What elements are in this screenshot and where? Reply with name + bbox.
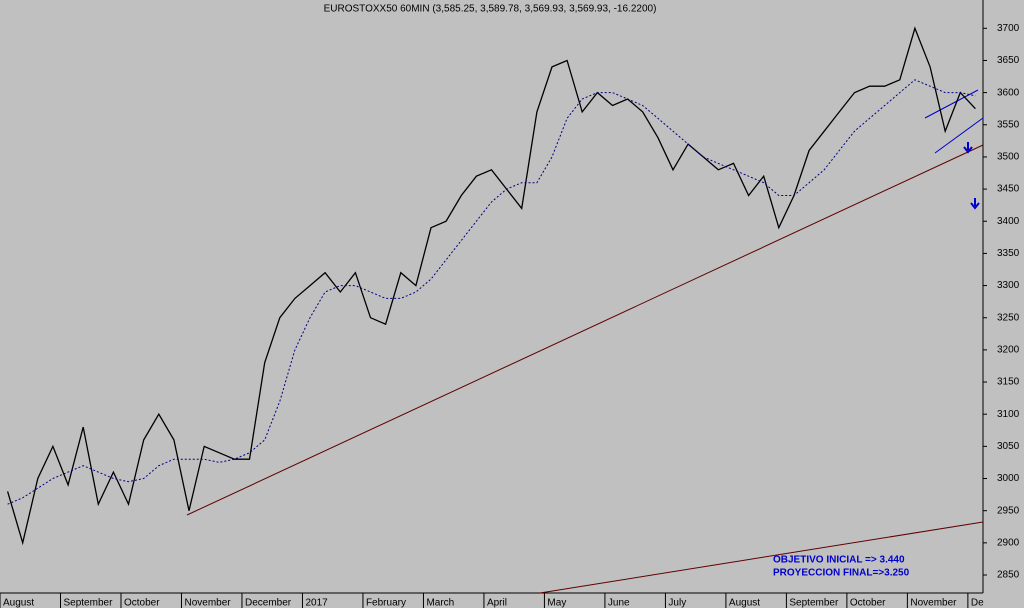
x-tick-label: September xyxy=(789,598,839,608)
x-tick-label: September xyxy=(63,598,113,608)
x-tick-label: May xyxy=(547,598,566,608)
y-tick-label: 3350 xyxy=(997,248,1020,259)
price-line xyxy=(7,79,976,505)
price-line xyxy=(6,26,976,546)
x-tick-label: August xyxy=(729,598,760,608)
channel-line xyxy=(934,117,984,154)
y-tick-label: 3300 xyxy=(997,280,1020,291)
annotation: OBJETIVO INICIAL => 3.440 xyxy=(773,555,905,566)
trend-line xyxy=(186,144,984,516)
x-tick-label: December xyxy=(245,598,292,608)
trend-line xyxy=(539,521,984,594)
x-tick-label: November xyxy=(910,598,957,608)
x-tick-label: 2017 xyxy=(305,598,328,608)
y-tick-label: 3050 xyxy=(997,441,1020,452)
x-tick-label: June xyxy=(608,598,630,608)
x-tick-label: November xyxy=(184,598,231,608)
x-tick-label: July xyxy=(668,598,686,608)
y-tick-label: 3250 xyxy=(997,312,1020,323)
y-tick-label: 2950 xyxy=(997,505,1020,516)
y-tick-label: 3650 xyxy=(997,55,1020,66)
x-tick-label: February xyxy=(366,598,406,608)
annotation: PROYECCION FINAL=>3.250 xyxy=(773,568,910,579)
arrow xyxy=(963,142,973,154)
y-tick-label: 3000 xyxy=(997,473,1020,484)
x-tick-label: October xyxy=(850,598,886,608)
y-tick-label: 2900 xyxy=(997,537,1020,548)
x-tick-label: October xyxy=(124,598,160,608)
arrow xyxy=(970,198,980,210)
y-tick-label: 3500 xyxy=(997,152,1020,163)
x-tick-label: March xyxy=(426,598,454,608)
y-tick-label: 3200 xyxy=(997,345,1020,356)
y-tick-label: 3450 xyxy=(997,184,1020,195)
x-tick-label: August xyxy=(3,598,34,608)
y-tick-label: 3100 xyxy=(997,409,1020,420)
x-tick-label: De xyxy=(971,598,984,608)
y-tick-label: 3400 xyxy=(997,216,1020,227)
y-tick-label: 3700 xyxy=(997,23,1020,34)
y-tick-label: 3600 xyxy=(997,87,1020,98)
chart-title: EUROSTOXX50 60MIN (3,585.25, 3,589.78, 3… xyxy=(324,4,657,15)
y-tick-label: 3150 xyxy=(997,377,1020,388)
y-tick-label: 3550 xyxy=(997,119,1020,130)
x-tick-label: April xyxy=(487,598,507,608)
y-tick-label: 2850 xyxy=(997,570,1020,581)
